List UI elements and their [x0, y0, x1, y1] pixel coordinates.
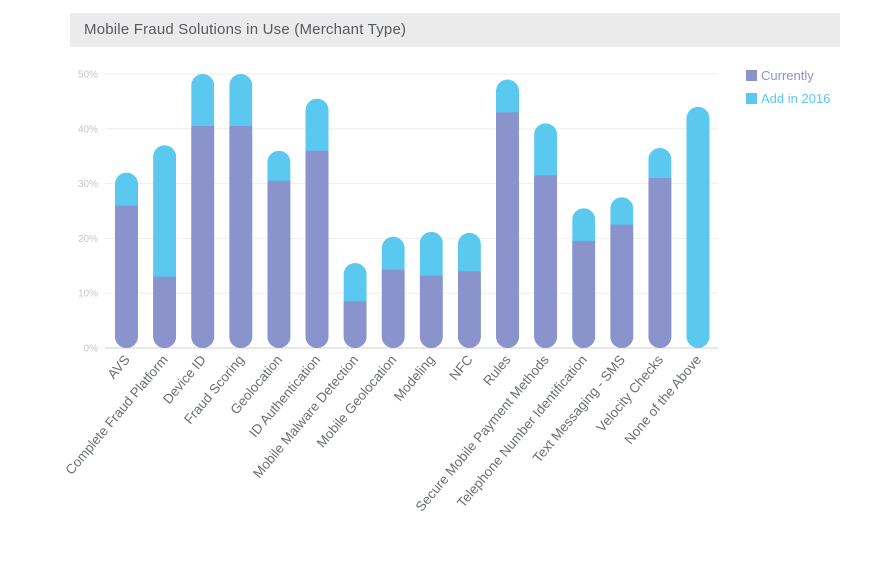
legend-label: Currently — [761, 68, 814, 83]
bar-group — [343, 263, 367, 348]
bar-group — [648, 147, 672, 348]
bar-currently — [457, 271, 481, 348]
bar-currently — [115, 205, 138, 348]
x-tick-label: Modeling — [391, 352, 438, 404]
bar-group — [496, 79, 519, 348]
bar-currently — [191, 126, 215, 348]
bar-currently — [610, 224, 634, 348]
bar-group — [419, 231, 443, 348]
bar-group — [305, 98, 329, 348]
bar-group — [572, 208, 596, 348]
y-tick-label: 40% — [78, 124, 98, 135]
bar-group — [534, 123, 558, 348]
x-tick-label: ID Authentication — [246, 352, 323, 440]
bar-currently — [534, 175, 558, 348]
bar-group — [267, 150, 291, 348]
bar-group — [115, 172, 138, 348]
bar-currently — [153, 276, 177, 348]
bar-currently — [496, 112, 519, 348]
y-tick-label: 10% — [78, 289, 98, 300]
chart-title: Mobile Fraud Solutions in Use (Merchant … — [84, 21, 407, 38]
bar-group — [381, 236, 405, 348]
bar-group — [153, 145, 177, 348]
bar-currently — [572, 241, 596, 348]
x-tick-label: Velocity Checks — [593, 352, 666, 435]
bar-group — [191, 74, 215, 348]
legend-swatch — [746, 70, 757, 81]
bars — [115, 74, 710, 348]
bar-currently — [343, 301, 367, 348]
legend-swatch — [746, 93, 757, 104]
bar-currently — [648, 178, 672, 348]
y-tick-label: 0% — [84, 344, 99, 355]
bar-group — [229, 74, 253, 348]
y-tick-label: 30% — [78, 179, 98, 190]
bar-currently — [305, 150, 329, 348]
bar-currently — [267, 180, 291, 348]
y-tick-label: 50% — [78, 70, 98, 81]
chart-title-bar: Mobile Fraud Solutions in Use (Merchant … — [70, 13, 840, 47]
y-tick-label: 20% — [78, 234, 98, 245]
y-axis-ticks: 0% 10% 20% 30% 40% 50% — [78, 70, 98, 355]
legend: Currently Add in 2016 — [746, 68, 830, 106]
bar-group — [457, 232, 481, 348]
bar-group — [610, 197, 634, 348]
bar-currently — [381, 269, 405, 348]
bar-add-in-2016 — [686, 106, 710, 348]
bar-currently — [419, 275, 443, 348]
legend-label: Add in 2016 — [761, 91, 830, 106]
bar-currently — [229, 126, 253, 348]
x-tick-label: NFC — [446, 352, 475, 383]
x-tick-label: AVS — [105, 352, 133, 382]
bar-group — [686, 106, 710, 348]
x-tick-label: Rules — [480, 352, 514, 388]
